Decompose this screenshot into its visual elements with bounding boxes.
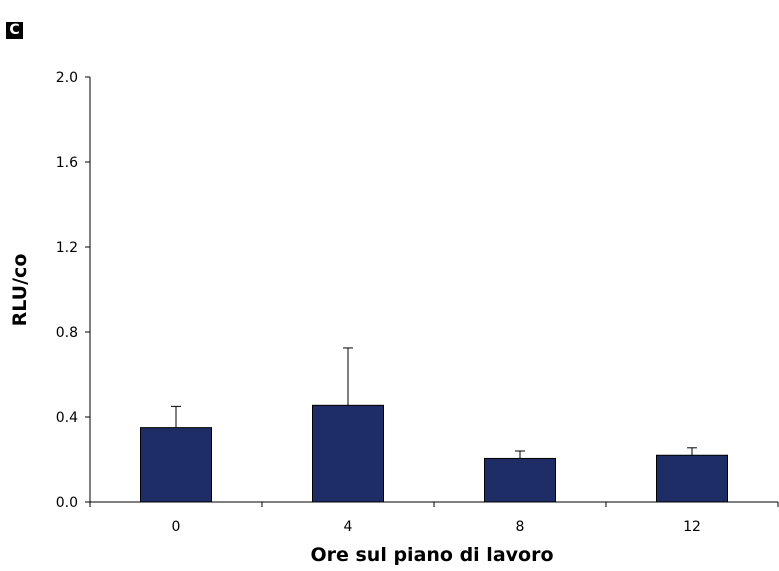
panel-label: C (6, 22, 23, 39)
bar (140, 427, 212, 503)
bar (312, 404, 384, 503)
x-axis: 0 4 8 12 (89, 501, 779, 535)
bar (656, 454, 728, 503)
x-axis-title: Ore sul piano di lavoro (310, 544, 553, 566)
y-tick-label: 1.2 (56, 240, 78, 256)
error-bars (171, 347, 697, 459)
x-tick-label: 12 (683, 519, 701, 535)
y-tick-label: 0.8 (56, 325, 78, 341)
bar (484, 457, 556, 503)
bars (140, 404, 728, 503)
y-axis-title: RLU/co (9, 254, 31, 327)
x-tick-label: 8 (516, 519, 525, 535)
y-tick-label: 0.0 (56, 495, 78, 511)
y-axis: 0.0 0.4 0.8 1.2 1.6 2.0 (56, 70, 91, 511)
y-tick-label: 0.4 (56, 410, 78, 426)
y-tick-label: 1.6 (56, 155, 78, 171)
y-tick-label: 2.0 (56, 70, 78, 86)
x-tick-label: 4 (344, 519, 353, 535)
x-tick-label: 0 (172, 519, 181, 535)
